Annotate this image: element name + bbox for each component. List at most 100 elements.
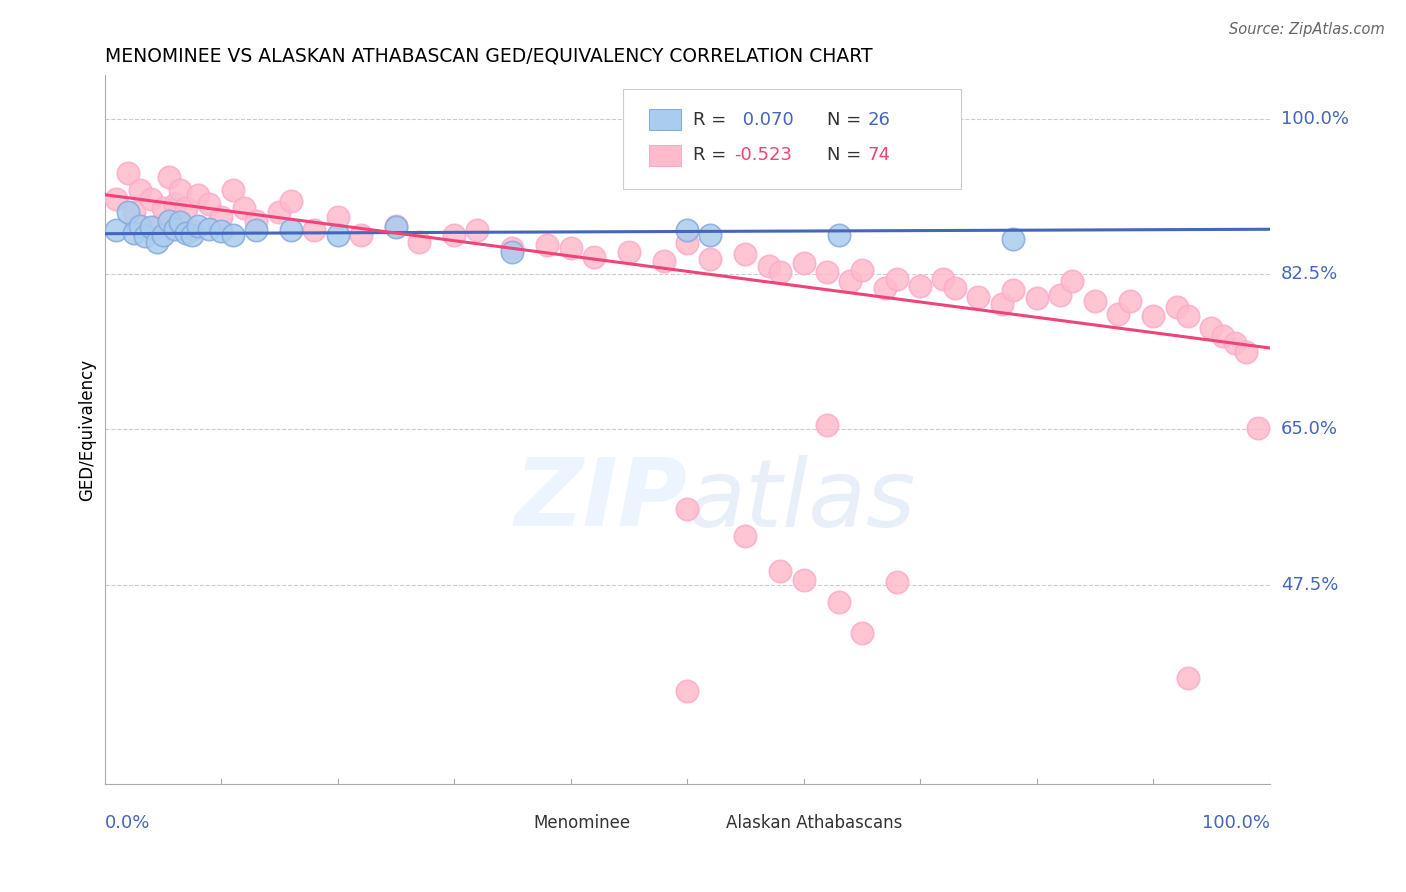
- Point: [1025, 291, 1047, 305]
- Point: [169, 183, 191, 197]
- Point: [174, 201, 197, 215]
- Point: [1247, 420, 1270, 434]
- FancyBboxPatch shape: [682, 813, 714, 833]
- Point: [652, 254, 675, 268]
- Text: Alaskan Athabascans: Alaskan Athabascans: [725, 814, 903, 832]
- Point: [676, 236, 699, 251]
- Point: [117, 205, 139, 219]
- Text: 74: 74: [868, 146, 891, 164]
- Point: [233, 201, 256, 215]
- Text: N =: N =: [827, 146, 868, 164]
- Point: [758, 259, 780, 273]
- Point: [1084, 293, 1107, 308]
- Point: [152, 201, 174, 215]
- Point: [245, 214, 267, 228]
- Point: [1212, 329, 1234, 343]
- Point: [181, 228, 204, 243]
- Text: atlas: atlas: [688, 455, 915, 546]
- Point: [105, 223, 128, 237]
- Point: [501, 245, 523, 260]
- Point: [851, 263, 873, 277]
- Point: [875, 281, 897, 295]
- Point: [734, 529, 756, 543]
- Point: [280, 194, 302, 208]
- Point: [122, 226, 145, 240]
- Point: [141, 192, 163, 206]
- Point: [990, 296, 1012, 310]
- Point: [793, 256, 815, 270]
- Text: 82.5%: 82.5%: [1281, 266, 1339, 284]
- Text: 26: 26: [868, 111, 890, 128]
- Point: [408, 235, 430, 249]
- Text: N =: N =: [827, 111, 868, 128]
- Point: [169, 215, 191, 229]
- Text: 0.070: 0.070: [737, 111, 794, 128]
- Point: [1049, 288, 1071, 302]
- Point: [122, 205, 145, 219]
- Point: [734, 247, 756, 261]
- Point: [187, 219, 209, 233]
- FancyBboxPatch shape: [623, 89, 960, 188]
- Point: [1119, 293, 1142, 308]
- Point: [209, 210, 232, 224]
- Point: [1177, 309, 1199, 323]
- Point: [1234, 344, 1257, 359]
- Point: [350, 227, 373, 242]
- Point: [560, 241, 582, 255]
- Point: [536, 238, 558, 252]
- Point: [815, 418, 838, 433]
- Point: [769, 564, 792, 578]
- Point: [676, 683, 699, 698]
- Point: [385, 219, 408, 233]
- Point: [1223, 335, 1246, 350]
- Point: [128, 183, 150, 197]
- Point: [146, 235, 169, 249]
- Text: -0.523: -0.523: [734, 146, 792, 164]
- Point: [245, 223, 267, 237]
- Point: [198, 222, 221, 236]
- Text: R =: R =: [693, 146, 733, 164]
- Text: 47.5%: 47.5%: [1281, 575, 1339, 593]
- Point: [269, 205, 291, 219]
- Point: [886, 574, 908, 589]
- FancyBboxPatch shape: [489, 813, 522, 833]
- FancyBboxPatch shape: [648, 145, 682, 166]
- Point: [1201, 320, 1223, 334]
- Point: [105, 192, 128, 206]
- Point: [222, 227, 245, 242]
- Point: [443, 227, 465, 242]
- Point: [851, 626, 873, 640]
- Point: [117, 165, 139, 179]
- Point: [467, 223, 489, 237]
- Text: R =: R =: [693, 111, 733, 128]
- Text: 100.0%: 100.0%: [1281, 111, 1348, 128]
- Point: [209, 224, 232, 238]
- Point: [676, 502, 699, 516]
- Point: [582, 250, 605, 264]
- Point: [385, 220, 408, 235]
- Text: 100.0%: 100.0%: [1202, 814, 1270, 832]
- Point: [676, 223, 699, 237]
- Point: [222, 183, 245, 197]
- Point: [932, 272, 955, 286]
- Point: [181, 223, 204, 237]
- Point: [699, 227, 721, 242]
- Point: [304, 223, 326, 237]
- Point: [943, 281, 966, 295]
- Point: [617, 245, 640, 260]
- Point: [163, 196, 186, 211]
- FancyBboxPatch shape: [648, 109, 682, 130]
- Point: [326, 227, 349, 242]
- Point: [501, 241, 523, 255]
- Point: [134, 229, 156, 244]
- Text: ZIP: ZIP: [515, 454, 688, 547]
- Point: [157, 169, 180, 184]
- Point: [157, 214, 180, 228]
- Point: [1107, 307, 1129, 321]
- Point: [1166, 300, 1188, 314]
- Point: [198, 196, 221, 211]
- Point: [326, 210, 349, 224]
- Point: [146, 219, 169, 233]
- Y-axis label: GED/Equivalency: GED/Equivalency: [79, 359, 96, 500]
- Point: [827, 595, 849, 609]
